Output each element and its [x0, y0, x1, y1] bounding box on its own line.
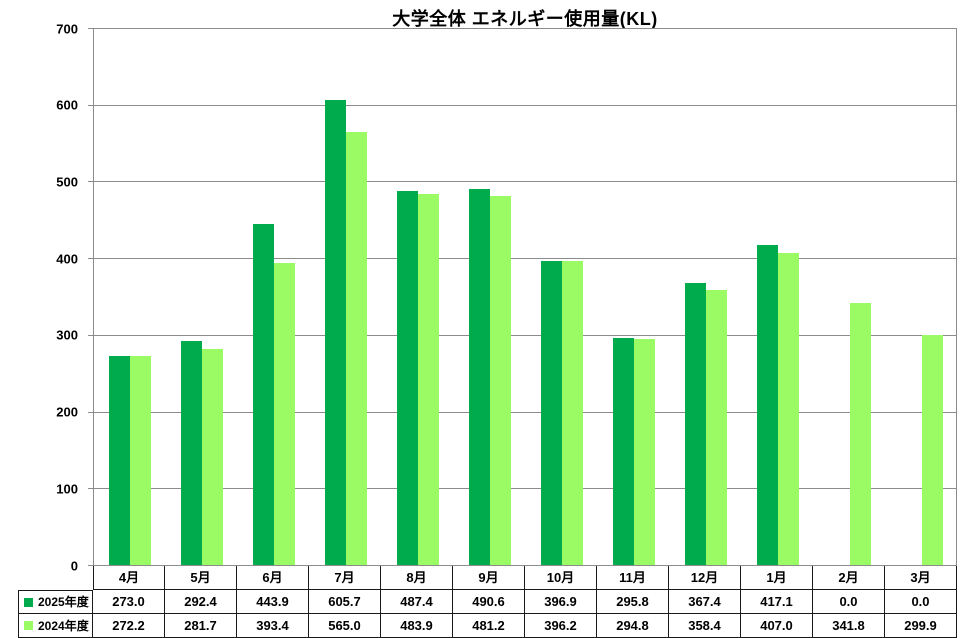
y-axis-label: 500 — [56, 174, 78, 190]
value-cell: 295.8 — [597, 590, 669, 614]
bar — [922, 335, 943, 565]
value-cell: 396.2 — [525, 614, 597, 638]
bar — [562, 261, 583, 565]
value-cell: 407.0 — [741, 614, 813, 638]
value-cell: 605.7 — [309, 590, 381, 614]
bar — [397, 191, 418, 565]
bar — [325, 100, 346, 565]
value-cell: 443.9 — [237, 590, 309, 614]
value-cell: 417.1 — [741, 590, 813, 614]
y-axis-label: 200 — [56, 404, 78, 420]
gridline — [94, 334, 956, 336]
month-header-cell: 1月 — [741, 566, 813, 590]
value-cell: 0.0 — [813, 590, 885, 614]
y-axis-tick — [88, 258, 93, 260]
legend-item-2025年度: 2025年度 — [18, 590, 93, 614]
y-axis-tick — [88, 411, 93, 413]
data-table: 4月 5月 6月 7月 8月 9月 10月 11月 12月 1月 2月 3月 2025年度 273.0 29… — [18, 566, 958, 638]
month-header-cell: 11月 — [597, 566, 669, 590]
gridline — [94, 28, 956, 29]
y-axis-label: 0 — [70, 558, 78, 573]
value-cell: 490.6 — [453, 590, 525, 614]
value-cell: 396.9 — [525, 590, 597, 614]
value-cell: 281.7 — [165, 614, 237, 638]
gridline — [94, 488, 956, 490]
month-header-cell: 2月 — [813, 566, 885, 590]
bar — [202, 349, 223, 565]
gridline — [94, 258, 956, 260]
month-header-cell: 3月 — [885, 566, 957, 590]
y-axis-label: 100 — [56, 481, 78, 497]
y-axis-label: 300 — [56, 327, 78, 343]
value-cell: 0.0 — [885, 590, 957, 614]
y-axis-tick — [88, 181, 93, 183]
value-cell: 487.4 — [381, 590, 453, 614]
table-corner-cell — [18, 566, 93, 590]
value-cell: 358.4 — [669, 614, 741, 638]
bar — [706, 290, 727, 565]
bar — [346, 132, 367, 565]
value-cell: 565.0 — [309, 614, 381, 638]
gridline — [94, 181, 956, 183]
legend-swatch-icon — [24, 597, 33, 607]
gridline — [94, 411, 956, 413]
y-axis-label: 400 — [56, 251, 78, 267]
bar — [418, 194, 439, 565]
bar — [274, 263, 295, 565]
value-cell: 393.4 — [237, 614, 309, 638]
bar — [613, 338, 634, 565]
legend-item-2024年度: 2024年度 — [18, 614, 93, 638]
month-header-cell: 9月 — [453, 566, 525, 590]
y-axis-tick — [88, 104, 93, 106]
value-cell: 294.8 — [597, 614, 669, 638]
value-cell: 299.9 — [885, 614, 957, 638]
bar — [490, 196, 511, 565]
bar — [541, 261, 562, 565]
value-cell: 292.4 — [165, 590, 237, 614]
bar — [685, 283, 706, 565]
y-axis-tick — [88, 334, 93, 336]
month-header-cell: 6月 — [237, 566, 309, 590]
bar — [181, 341, 202, 565]
month-header-cell: 10月 — [525, 566, 597, 590]
value-cell: 273.0 — [93, 590, 165, 614]
month-header-cell: 12月 — [669, 566, 741, 590]
legend-swatch-icon — [24, 621, 33, 630]
month-header-cell: 7月 — [309, 566, 381, 590]
value-cell: 481.2 — [453, 614, 525, 638]
bar — [253, 224, 274, 565]
y-axis-tick — [88, 565, 93, 566]
bar — [469, 189, 490, 565]
bar — [109, 356, 130, 565]
value-cell: 483.9 — [381, 614, 453, 638]
value-cell: 341.8 — [813, 614, 885, 638]
y-axis-tick — [88, 28, 93, 29]
gridline — [94, 104, 956, 106]
legend-label: 2024年度 — [38, 618, 89, 633]
value-cell: 367.4 — [669, 590, 741, 614]
y-axis: 0 100 200 300 400 500 600 700 — [0, 21, 86, 573]
bar — [850, 303, 871, 565]
bar — [757, 245, 778, 565]
bar — [778, 253, 799, 565]
value-cell: 272.2 — [93, 614, 165, 638]
bar — [634, 339, 655, 565]
plot-area — [93, 28, 957, 566]
legend-label: 2025年度 — [38, 595, 89, 609]
bar — [130, 356, 151, 565]
month-header-cell: 5月 — [165, 566, 237, 590]
month-header-cell: 8月 — [381, 566, 453, 590]
chart-title: 大学全体 エネルギー使用量(KL) — [392, 9, 658, 29]
y-axis-tick — [88, 488, 93, 490]
y-axis-label: 700 — [56, 21, 78, 36]
y-axis-label: 600 — [56, 97, 78, 113]
month-header-cell: 4月 — [93, 566, 165, 590]
